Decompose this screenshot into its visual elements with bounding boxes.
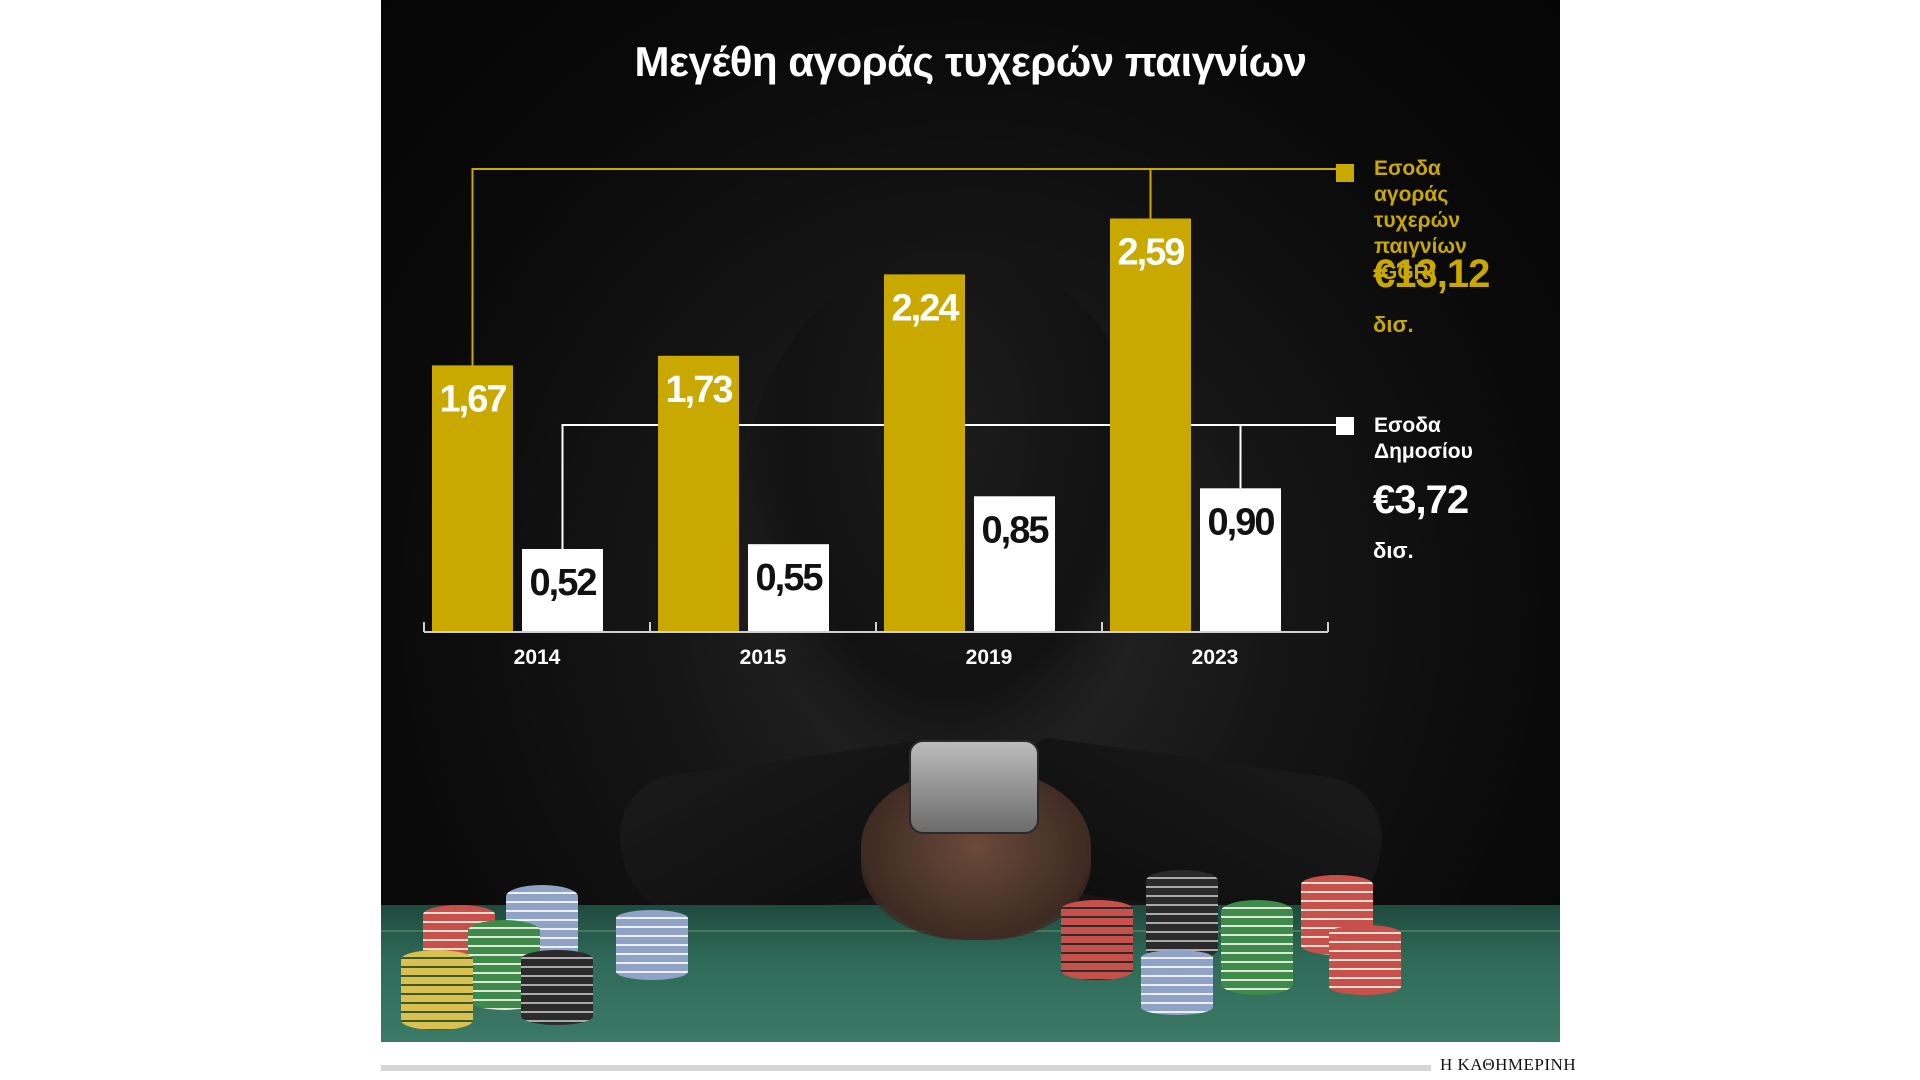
ggr-value-label: 1,67 [440,378,507,420]
chip-stack [1141,950,1213,1015]
legend-state-label: Εσοδα Δημοσίου [1374,413,1473,465]
x-tick-label: 2014 [514,646,561,669]
state-value-label: 0,85 [982,509,1050,551]
publisher-brand: Η ΚΑΘΗΜΕΡΙΝΗ [1440,1055,1577,1074]
chip-stack [521,950,593,1025]
ggr-bar [658,355,739,632]
ggr-value-label: 1,73 [666,369,733,411]
state-value-label: 0,52 [530,562,597,604]
ggr-value-label: 2,24 [892,287,960,329]
state-bar [974,496,1055,632]
state-bar [1200,488,1281,632]
chip-stack [1221,900,1293,995]
state-value-label: 0,55 [756,557,824,599]
ggr-bracket-line [471,168,1336,366]
ggr-bar [884,274,965,632]
legend-state-total-value: €3,72 [1373,478,1469,522]
state-bar [522,548,603,632]
legend-ggr-label: Εσοδα αγοράς τυχερών παιγνίων (GGR) [1374,156,1467,286]
legend-ggr-total-value: €13,12 [1373,252,1490,296]
ggr-bar [432,365,513,632]
legend-ggr-total-unit: δισ. [1373,312,1414,337]
state-bar [748,544,829,632]
chart-title: Μεγέθη αγοράς τυχερών παιγνίων [634,38,1307,85]
chip-stack [1061,900,1133,980]
smartphone-photo [909,740,1039,834]
footer-rule [381,1065,1431,1071]
chip-stack [401,950,473,1030]
x-tick-label: 2015 [740,646,787,669]
legend-ggr-line-1: Εσοδα αγοράς [1374,157,1449,206]
ggr-bar [1110,218,1191,632]
legend-ggr-line-3: παιγνίων (GGR) [1374,235,1467,284]
legend-ggr-swatch [1336,164,1354,182]
state-bracket-line [561,424,1336,549]
legend-state-total: €3,72 δισ. [1373,478,1469,568]
bar-chart: 1,67 1,73 2,24 2,59 0,52 0,55 0,85 0,90 2014 2015… [423,168,1336,669]
legend-state-line-1: Εσοδα [1374,414,1441,437]
legend-ggr-line-2: τυχερών [1374,209,1461,232]
legend-state-swatch [1336,417,1354,435]
legend-state-line-2: Δημοσίου [1374,440,1473,463]
x-tick-label: 2023 [1192,646,1239,669]
chip-stack [616,910,688,980]
chip-stack [1329,925,1401,995]
legend-ggr-total: €13,12 δισ. [1373,252,1490,342]
x-tick-label: 2019 [966,646,1013,669]
infographic-panel: Μεγέθη αγοράς τυχερών παιγνίων 1,67 1,73 2… [381,0,1560,1042]
legend-state-total-unit: δισ. [1373,538,1414,563]
state-value-label: 0,90 [1208,501,1275,543]
ggr-value-label: 2,59 [1118,231,1185,273]
chip-stack [1146,870,1218,960]
